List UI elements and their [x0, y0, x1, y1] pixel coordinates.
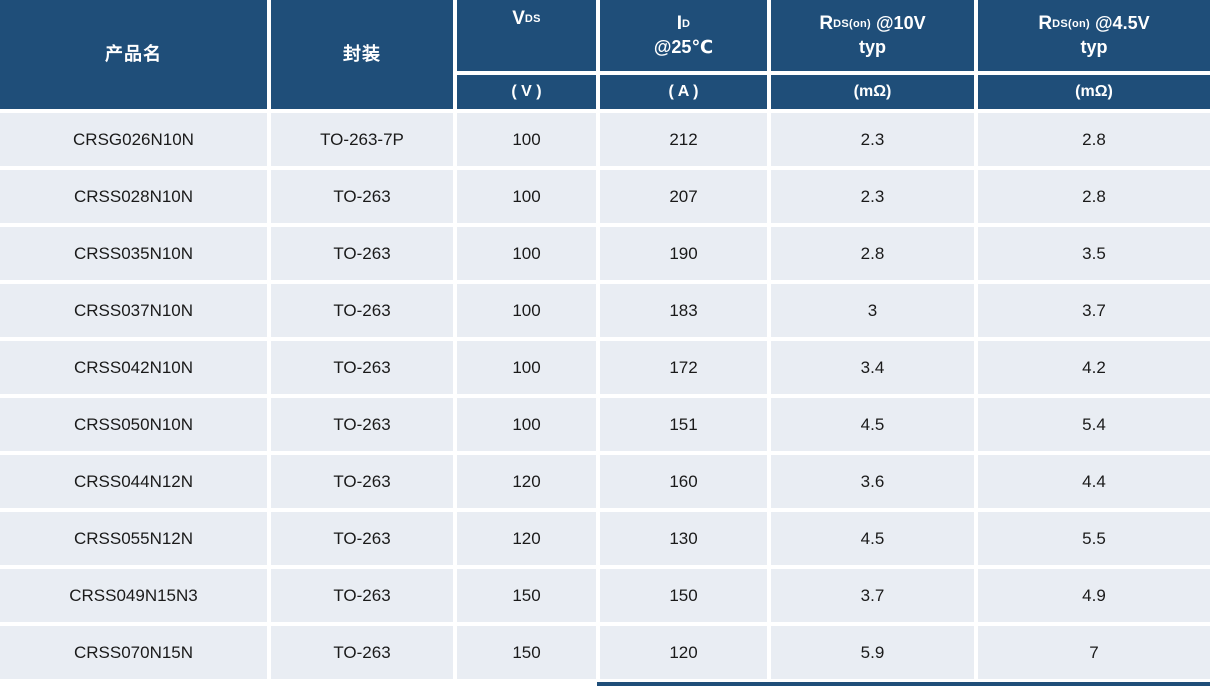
vds-symbol: VDS: [512, 8, 541, 29]
rds-4v5-typ: typ: [1080, 37, 1108, 58]
package-cell: TO-263-7P: [271, 113, 453, 166]
rds-4v5-value-cell: 5.5: [978, 512, 1210, 565]
product-name-cell: CRSS044N12N: [0, 455, 267, 508]
product-name-cell: CRSS049N15N3: [0, 569, 267, 622]
col-header-product: 产品名: [0, 0, 267, 109]
vds-value-cell: 120: [457, 512, 596, 565]
id-value-cell: 207: [600, 170, 767, 223]
id-value-cell: 183: [600, 284, 767, 337]
col-header-rds-10v: RDS(on) @10V typ: [771, 0, 974, 71]
rds-4v5-value-cell: 2.8: [978, 113, 1210, 166]
col-header-rds-4v5: RDS(on) @4.5V typ: [978, 0, 1210, 71]
rds-4v5-symbol: RDS(on) @4.5V: [1038, 13, 1150, 35]
vds-value-cell: 150: [457, 569, 596, 622]
rds-4v5-value-cell: 3.7: [978, 284, 1210, 337]
id-condition: @25℃: [653, 37, 714, 58]
rds-4v5-value-cell: 3.5: [978, 227, 1210, 280]
id-value-cell: 130: [600, 512, 767, 565]
rds-10v-value-cell: 3: [771, 284, 974, 337]
rds-10v-value-cell: 5.9: [771, 626, 974, 679]
rds-10v-value-cell: 4.5: [771, 512, 974, 565]
vds-value-cell: 100: [457, 284, 596, 337]
vds-value-cell: 100: [457, 341, 596, 394]
product-name-cell: CRSS070N15N: [0, 626, 267, 679]
rds-10v-value-cell: 2.8: [771, 227, 974, 280]
product-name-cell: CRSS028N10N: [0, 170, 267, 223]
id-value-cell: 151: [600, 398, 767, 451]
rds-4v5-value-cell: 4.9: [978, 569, 1210, 622]
unit-rds-4v5: (mΩ): [978, 75, 1210, 109]
package-cell: TO-263: [271, 227, 453, 280]
rds-10v-value-cell: 3.4: [771, 341, 974, 394]
product-name-cell: CRSS042N10N: [0, 341, 267, 394]
rds-10v-value-cell: 3.7: [771, 569, 974, 622]
unit-id: ( A ): [600, 75, 767, 109]
rds-10v-typ: typ: [859, 37, 886, 58]
id-value-cell: 212: [600, 113, 767, 166]
rds-10v-symbol: RDS(on) @10V: [819, 13, 926, 35]
rds-10v-value-cell: 2.3: [771, 170, 974, 223]
id-value-cell: 190: [600, 227, 767, 280]
rds-4v5-value-cell: 2.8: [978, 170, 1210, 223]
id-value-cell: 150: [600, 569, 767, 622]
package-cell: TO-263: [271, 170, 453, 223]
package-cell: TO-263: [271, 569, 453, 622]
col-header-id: ID @25℃: [600, 0, 767, 71]
package-cell: TO-263: [271, 341, 453, 394]
package-cell: TO-263: [271, 455, 453, 508]
vds-value-cell: 100: [457, 113, 596, 166]
rds-10v-value-cell: 4.5: [771, 398, 974, 451]
product-name-cell: CRSS055N12N: [0, 512, 267, 565]
rds-4v5-value-cell: 5.4: [978, 398, 1210, 451]
product-name-cell: CRSG026N10N: [0, 113, 267, 166]
col-header-package: 封装: [271, 0, 453, 109]
vds-value-cell: 120: [457, 455, 596, 508]
unit-vds: ( V ): [457, 75, 596, 109]
id-value-cell: 160: [600, 455, 767, 508]
rds-10v-value-cell: 3.6: [771, 455, 974, 508]
vds-value-cell: 100: [457, 170, 596, 223]
id-value-cell: 120: [600, 626, 767, 679]
rds-4v5-value-cell: 4.2: [978, 341, 1210, 394]
product-name-cell: CRSS050N10N: [0, 398, 267, 451]
col-header-vds: VDS: [457, 0, 596, 71]
rds-10v-value-cell: 2.3: [771, 113, 974, 166]
product-name-cell: CRSS035N10N: [0, 227, 267, 280]
package-cell: TO-263: [271, 626, 453, 679]
package-cell: TO-263: [271, 512, 453, 565]
unit-rds-10v: (mΩ): [771, 75, 974, 109]
id-symbol: ID: [676, 13, 691, 35]
vds-value-cell: 100: [457, 398, 596, 451]
product-name-cell: CRSS037N10N: [0, 284, 267, 337]
package-cell: TO-263: [271, 398, 453, 451]
package-cell: TO-263: [271, 284, 453, 337]
vds-value-cell: 150: [457, 626, 596, 679]
next-table-top-edge: [597, 682, 1210, 686]
rds-4v5-value-cell: 4.4: [978, 455, 1210, 508]
rds-4v5-value-cell: 7: [978, 626, 1210, 679]
id-value-cell: 172: [600, 341, 767, 394]
vds-value-cell: 100: [457, 227, 596, 280]
